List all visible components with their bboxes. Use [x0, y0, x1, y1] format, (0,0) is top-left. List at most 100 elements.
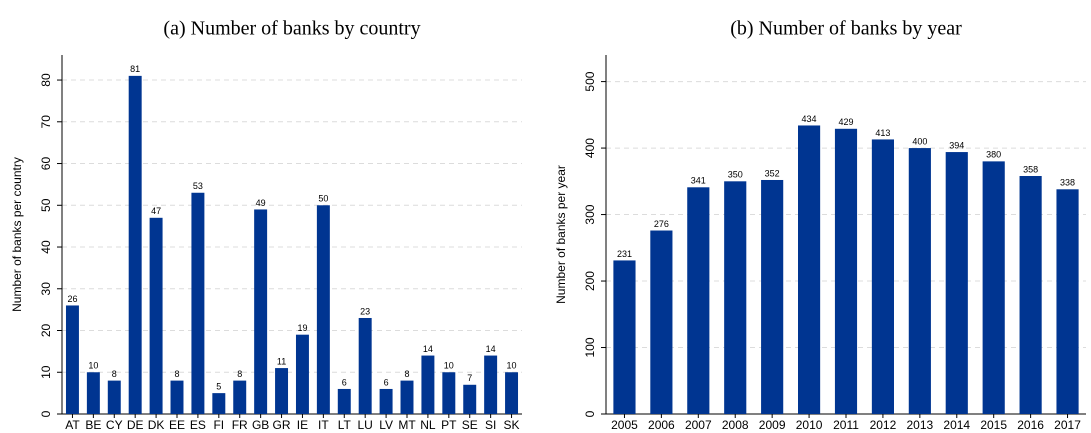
x-tick-label: LU: [358, 418, 373, 432]
x-tick-label: 2007: [685, 418, 712, 432]
bar: [871, 139, 894, 414]
bar: [254, 209, 268, 414]
x-tick-label: 2011: [833, 418, 859, 432]
bar: [982, 161, 1005, 414]
value-label: 352: [765, 168, 780, 178]
y-tick-label: 50: [39, 198, 53, 212]
x-tick-label: IT: [318, 418, 329, 432]
x-tick-label: LT: [338, 418, 352, 432]
value-label: 8: [112, 369, 117, 379]
value-label: 19: [297, 323, 307, 333]
x-tick-label: ES: [190, 418, 206, 432]
value-label: 341: [691, 176, 706, 186]
value-label: 276: [654, 219, 669, 229]
x-tick-label: FI: [213, 418, 224, 432]
x-tick-label: SE: [462, 418, 478, 432]
bar: [149, 217, 163, 414]
bar: [86, 372, 100, 414]
bar: [761, 179, 784, 414]
value-label: 338: [1060, 178, 1075, 188]
value-label: 10: [507, 361, 517, 371]
bar: [275, 368, 289, 414]
value-label: 10: [88, 361, 98, 371]
x-tick-label: NL: [420, 418, 436, 432]
y-axis-label: Number of banks per year: [554, 165, 568, 304]
value-label: 10: [444, 361, 454, 371]
value-label: 8: [174, 369, 179, 379]
bar: [484, 355, 498, 414]
chart-title: (b) Number of banks by year: [730, 18, 962, 40]
value-label: 429: [838, 117, 853, 127]
value-label: 47: [151, 206, 161, 216]
y-tick-label: 200: [583, 271, 597, 291]
value-label: 14: [423, 344, 433, 354]
y-tick-label: 30: [39, 282, 53, 296]
bar: [613, 260, 636, 414]
bar: [1019, 175, 1042, 414]
y-tick-label: 0: [583, 410, 597, 417]
bar: [421, 355, 435, 414]
x-tick-label: IE: [297, 418, 308, 432]
bar: [358, 317, 372, 414]
bar: [65, 305, 79, 414]
value-label: 380: [986, 150, 1001, 160]
chart-title: (a) Number of banks by country: [163, 18, 420, 40]
value-label: 23: [360, 306, 370, 316]
x-tick-label: BE: [85, 418, 101, 432]
y-tick-label: 0: [39, 410, 53, 417]
x-tick-label: DK: [148, 418, 165, 432]
bar: [191, 192, 205, 414]
bar: [212, 393, 226, 414]
value-label: 8: [404, 369, 409, 379]
x-tick-label: EE: [169, 418, 185, 432]
bar: [379, 388, 393, 414]
bar: [798, 125, 821, 414]
x-tick-label: 2010: [796, 418, 823, 432]
bar: [908, 148, 931, 414]
x-tick-label: 2008: [722, 418, 749, 432]
x-tick-label: 2005: [611, 418, 638, 432]
y-tick-label: 70: [39, 115, 53, 129]
value-label: 81: [130, 64, 140, 74]
bar: [442, 372, 456, 414]
bar: [233, 380, 247, 414]
x-tick-label: MT: [398, 418, 416, 432]
bar: [463, 384, 477, 414]
y-tick-label: 400: [583, 138, 597, 158]
value-label: 53: [193, 181, 203, 191]
x-tick-label: SK: [504, 418, 520, 432]
value-label: 8: [237, 369, 242, 379]
value-label: 26: [67, 294, 77, 304]
x-tick-label: DE: [127, 418, 144, 432]
y-tick-label: 10: [39, 365, 53, 379]
bar: [170, 380, 184, 414]
bar: [650, 230, 673, 414]
bar: [724, 181, 747, 414]
x-tick-label: AT: [65, 418, 80, 432]
value-label: 358: [1023, 164, 1038, 174]
x-tick-label: 2013: [906, 418, 933, 432]
bar: [834, 128, 858, 415]
x-tick-label: SI: [485, 418, 496, 432]
bar: [295, 334, 309, 414]
x-tick-label: CY: [106, 418, 123, 432]
value-label: 413: [875, 128, 890, 138]
x-tick-label: 2009: [759, 418, 786, 432]
x-tick-label: 2017: [1054, 418, 1081, 432]
x-tick-label: PT: [441, 418, 457, 432]
x-tick-label: 2012: [870, 418, 897, 432]
x-tick-label: 2016: [1017, 418, 1044, 432]
bar: [400, 380, 414, 414]
bar: [337, 388, 351, 414]
y-tick-label: 40: [39, 240, 53, 254]
value-label: 231: [617, 249, 632, 259]
y-tick-label: 60: [39, 157, 53, 171]
x-tick-label: GR: [273, 418, 291, 432]
value-label: 400: [912, 136, 927, 146]
value-label: 350: [728, 170, 743, 180]
value-label: 5: [216, 382, 221, 392]
value-label: 6: [384, 377, 389, 387]
x-tick-label: 2014: [943, 418, 970, 432]
bar: [687, 187, 710, 414]
